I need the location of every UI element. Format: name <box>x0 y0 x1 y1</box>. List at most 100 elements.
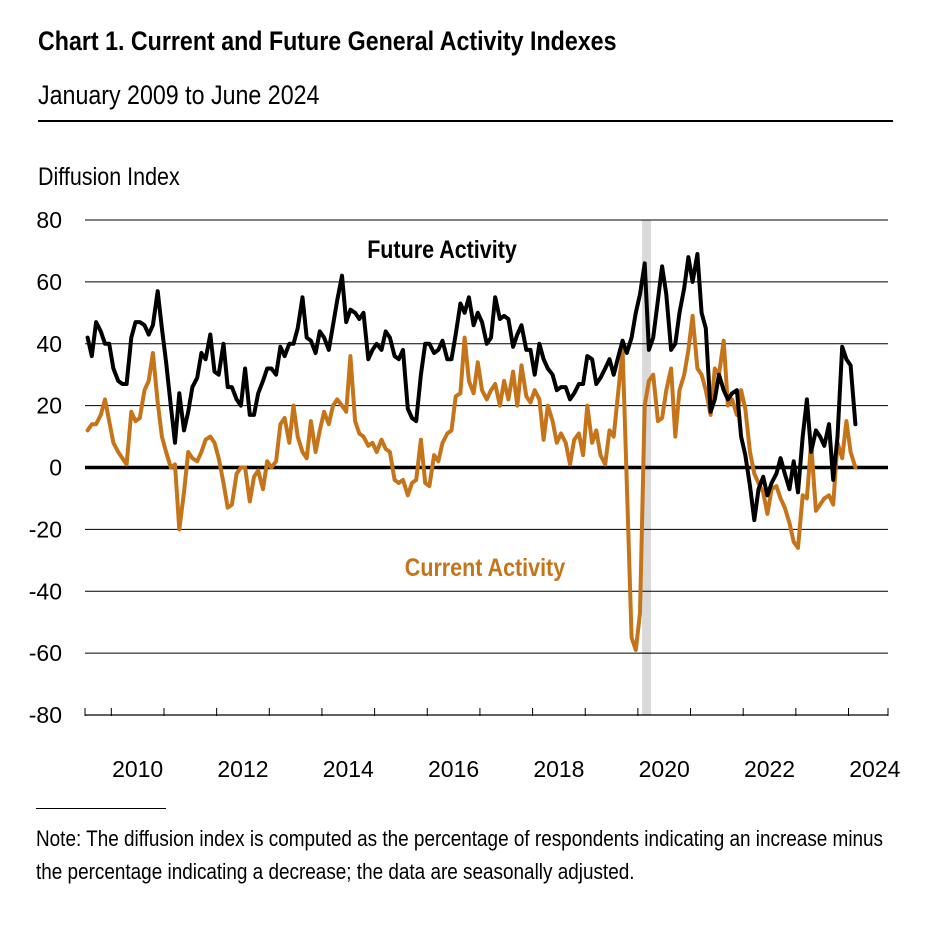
current-activity-point <box>271 467 272 468</box>
current-activity-point <box>139 418 140 419</box>
future-activity-point <box>341 275 342 276</box>
y-tick-label: -80 <box>29 702 62 728</box>
future-activity-point <box>468 297 469 298</box>
current-activity-point <box>675 436 676 437</box>
current-activity-point <box>521 365 522 366</box>
future-activity-point <box>758 489 759 490</box>
current-activity-point <box>267 461 268 462</box>
current-activity-point <box>820 504 821 505</box>
future-activity-line <box>85 252 858 523</box>
current-activity-point <box>319 430 320 431</box>
future-activity-point <box>811 452 812 453</box>
future-activity-point <box>131 337 132 338</box>
y-tick-label: -60 <box>29 640 62 666</box>
future-activity-point <box>464 312 465 313</box>
current-activity-point <box>363 436 364 437</box>
current-activity-point <box>477 362 478 363</box>
current-activity-point <box>723 340 724 341</box>
current-activity-point <box>262 489 263 490</box>
current-activity-point <box>587 405 588 406</box>
future-activity-point <box>363 312 364 313</box>
future-activity-point <box>662 266 663 267</box>
future-activity-point <box>675 343 676 344</box>
future-activity-point <box>152 325 153 326</box>
x-tick-label: 2024 <box>849 756 900 782</box>
current-activity-point <box>517 405 518 406</box>
current-activity-point <box>504 380 505 381</box>
future-activity-point <box>736 390 737 391</box>
future-activity-point <box>381 349 382 350</box>
current-activity-point <box>403 479 404 480</box>
current-activity-point <box>231 504 232 505</box>
future-activity-point <box>482 322 483 323</box>
future-activity-point <box>846 359 847 360</box>
current-activity-point <box>350 356 351 357</box>
current-activity-point <box>394 479 395 480</box>
future-activity-point <box>486 343 487 344</box>
future-activity-point <box>618 356 619 357</box>
future-activity-point <box>205 359 206 360</box>
current-activity-point <box>543 439 544 440</box>
future-activity-point <box>842 346 843 347</box>
future-activity-point <box>276 374 277 375</box>
current-activity-point <box>657 421 658 422</box>
current-activity-point <box>815 510 816 511</box>
future-activity-point <box>231 387 232 388</box>
future-activity-point <box>170 405 171 406</box>
x-tick-label: 2014 <box>323 756 374 782</box>
future-activity-point <box>442 340 443 341</box>
x-axis-group: 2010 2012 2014 2016 2018 2020 2022 2024 <box>84 708 901 782</box>
future-activity-point <box>653 337 654 338</box>
future-activity-point <box>411 418 412 419</box>
future-activity-point <box>289 343 290 344</box>
current-activity-point <box>539 399 540 400</box>
future-activity-point <box>815 430 816 431</box>
future-activity-point <box>592 359 593 360</box>
current-activity-point <box>688 349 689 350</box>
future-activity-point <box>508 319 509 320</box>
future-activity-point <box>701 312 702 313</box>
future-activity-point <box>543 359 544 360</box>
future-activity-point <box>477 312 478 313</box>
current-activity-point <box>714 368 715 369</box>
current-activity-point <box>741 390 742 391</box>
future-activity-point <box>631 337 632 338</box>
future-activity-point <box>262 380 263 381</box>
x-tick-label: 2020 <box>639 756 690 782</box>
current-activity-point <box>227 507 228 508</box>
current-activity-point <box>126 464 127 465</box>
y-axis-group: 80 60 40 20 0 -20 -40 -60 -80 <box>29 207 62 728</box>
current-activity-point <box>429 486 430 487</box>
future-activity-point <box>806 399 807 400</box>
current-activity-point <box>846 421 847 422</box>
future-activity-point <box>705 328 706 329</box>
future-activity-point <box>87 337 88 338</box>
future-activity-point <box>306 337 307 338</box>
current-activity-point <box>420 439 421 440</box>
future-activity-point <box>820 436 821 437</box>
current-activity-point <box>806 498 807 499</box>
future-activity-point <box>126 383 127 384</box>
future-activity-point <box>723 390 724 391</box>
future-activity-point <box>569 399 570 400</box>
future-activity-point <box>359 319 360 320</box>
current-activity-point <box>763 492 764 493</box>
current-activity-point <box>96 424 97 425</box>
future-activity-point <box>328 349 329 350</box>
future-activity-point <box>530 349 531 350</box>
future-activity-point <box>671 349 672 350</box>
future-activity-point <box>407 408 408 409</box>
future-activity-point <box>789 489 790 490</box>
current-activity-point <box>368 445 369 446</box>
future-activity-point <box>183 430 184 431</box>
future-activity-point <box>780 458 781 459</box>
current-activity-point <box>438 461 439 462</box>
current-activity-point <box>574 439 575 440</box>
current-activity-point <box>530 402 531 403</box>
current-activity-point <box>701 374 702 375</box>
future-activity-point <box>583 383 584 384</box>
future-activity-point <box>135 322 136 323</box>
future-activity-point <box>552 374 553 375</box>
current-activity-point <box>653 374 654 375</box>
future-activity-point <box>346 322 347 323</box>
